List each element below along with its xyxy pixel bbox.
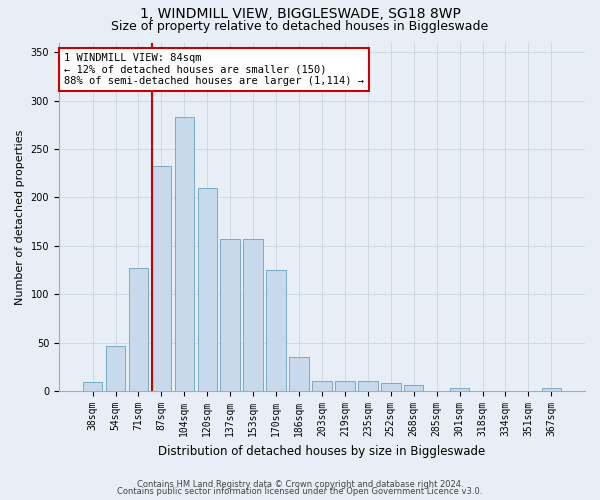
Bar [83,382,103,391]
Text: Contains public sector information licensed under the Open Government Licence v3: Contains public sector information licen… [118,487,482,496]
Bar [244,239,263,391]
Bar [542,388,561,391]
Bar [358,380,377,391]
Text: Size of property relative to detached houses in Biggleswade: Size of property relative to detached ho… [112,20,488,33]
Y-axis label: Number of detached properties: Number of detached properties [15,129,25,304]
X-axis label: Distribution of detached houses by size in Biggleswade: Distribution of detached houses by size … [158,444,485,458]
Text: 1, WINDMILL VIEW, BIGGLESWADE, SG18 8WP: 1, WINDMILL VIEW, BIGGLESWADE, SG18 8WP [140,8,460,22]
Bar [128,268,148,391]
Bar [106,346,125,391]
Bar [266,270,286,391]
Bar [175,117,194,391]
Bar [450,388,469,391]
Bar [220,239,240,391]
Bar [381,384,401,391]
Bar [152,166,171,391]
Bar [289,358,309,391]
Bar [404,386,424,391]
Text: Contains HM Land Registry data © Crown copyright and database right 2024.: Contains HM Land Registry data © Crown c… [137,480,463,489]
Bar [312,380,332,391]
Bar [197,188,217,391]
Text: 1 WINDMILL VIEW: 84sqm
← 12% of detached houses are smaller (150)
88% of semi-de: 1 WINDMILL VIEW: 84sqm ← 12% of detached… [64,53,364,86]
Bar [335,380,355,391]
